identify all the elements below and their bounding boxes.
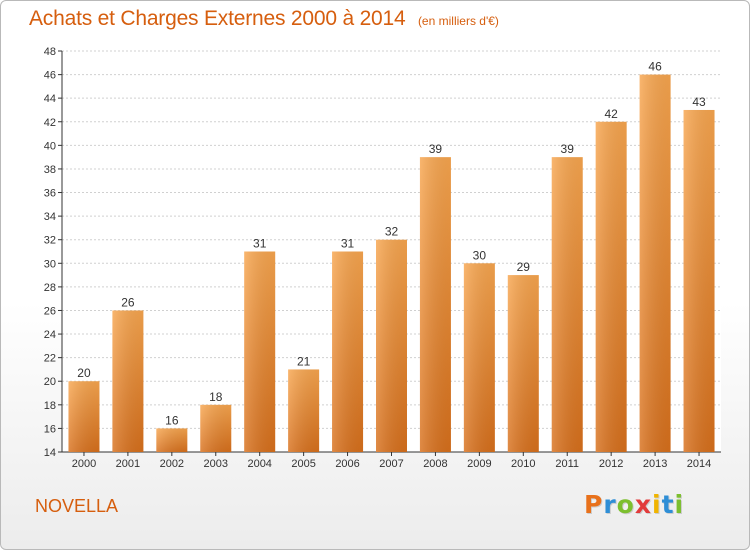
title-row: Achats et Charges Externes 2000 à 2014 (… xyxy=(29,7,499,31)
chart-subtitle: (en milliers d'€) xyxy=(417,14,499,28)
y-tick-label: 26 xyxy=(44,305,56,317)
bar-shading xyxy=(595,121,627,452)
y-tick-label: 28 xyxy=(44,282,56,294)
data-label: 21 xyxy=(297,354,311,368)
y-tick-label: 36 xyxy=(44,188,56,200)
x-tick-label: 2014 xyxy=(687,458,711,470)
y-tick-label: 42 xyxy=(44,117,56,129)
x-tick-label: 2012 xyxy=(599,458,623,470)
x-tick-label: 2011 xyxy=(555,458,579,470)
x-tick-label: 2007 xyxy=(379,458,403,470)
bar-shading xyxy=(376,239,407,452)
data-label: 20 xyxy=(77,366,91,380)
data-label: 43 xyxy=(692,95,706,109)
bar-shading xyxy=(463,263,495,452)
x-tick-label: 2013 xyxy=(643,458,667,470)
data-label: 42 xyxy=(604,107,618,121)
y-tick-label: 40 xyxy=(44,140,56,152)
y-tick-label: 16 xyxy=(44,423,56,435)
data-label: 31 xyxy=(253,237,267,251)
logo-letter: P xyxy=(584,490,604,519)
data-label: 31 xyxy=(341,237,355,251)
y-tick-label: 44 xyxy=(44,93,56,105)
data-label: 32 xyxy=(385,225,399,239)
bar-shading xyxy=(244,251,276,452)
bar-shading xyxy=(68,381,100,452)
y-tick-label: 20 xyxy=(44,376,56,388)
entity-name: NOVELLA xyxy=(35,496,119,516)
logo-letter: i xyxy=(652,490,662,519)
data-label: 16 xyxy=(165,413,179,427)
bar-shading xyxy=(112,310,144,452)
data-label: 18 xyxy=(209,390,223,404)
y-tick-label: 24 xyxy=(44,329,56,341)
x-tick-label: 2004 xyxy=(247,458,271,470)
data-label: 30 xyxy=(473,248,487,262)
x-tick-label: 2003 xyxy=(204,458,228,470)
y-tick-label: 34 xyxy=(44,211,56,223)
y-tick-label: 30 xyxy=(44,258,56,270)
x-tick-label: 2005 xyxy=(291,458,315,470)
x-tick-label: 2010 xyxy=(511,458,535,470)
x-tick-label: 2008 xyxy=(423,458,447,470)
y-tick-label: 22 xyxy=(44,353,56,365)
y-tick-label: 48 xyxy=(44,46,56,58)
x-tick-label: 2002 xyxy=(160,458,184,470)
bar-shading xyxy=(639,74,671,453)
x-tick-label: 2001 xyxy=(116,458,140,470)
bar-shading xyxy=(419,157,451,452)
bar-shading xyxy=(332,251,364,452)
x-tick-label: 2006 xyxy=(335,458,359,470)
bar-shading xyxy=(551,157,583,452)
chart-title: Achats et Charges Externes 2000 à 2014 xyxy=(29,7,406,30)
data-label: 39 xyxy=(429,142,443,156)
proxiti-logo: Proxiti xyxy=(584,490,684,519)
bar-shading xyxy=(156,428,188,452)
y-tick-label: 18 xyxy=(44,400,56,412)
logo-letter: t xyxy=(661,490,675,519)
y-tick-label: 14 xyxy=(44,447,56,459)
y-tick-label: 46 xyxy=(44,70,56,82)
bar-shading xyxy=(507,275,539,452)
data-label: 46 xyxy=(648,60,662,74)
logo-letter: o xyxy=(616,490,635,519)
x-tick-label: 2000 xyxy=(72,458,96,470)
x-tick-label: 2009 xyxy=(467,458,491,470)
bar-shading xyxy=(288,369,320,452)
y-tick-label: 32 xyxy=(44,235,56,247)
data-label: 39 xyxy=(561,142,575,156)
y-tick-label: 38 xyxy=(44,164,56,176)
logo-letter: r xyxy=(603,490,617,519)
bar-shading xyxy=(683,109,715,453)
logo-letter: x xyxy=(634,490,652,519)
data-label: 26 xyxy=(121,295,135,309)
logo-letter: i xyxy=(674,490,685,519)
bar-shading xyxy=(200,404,232,452)
data-label: 29 xyxy=(517,260,531,274)
